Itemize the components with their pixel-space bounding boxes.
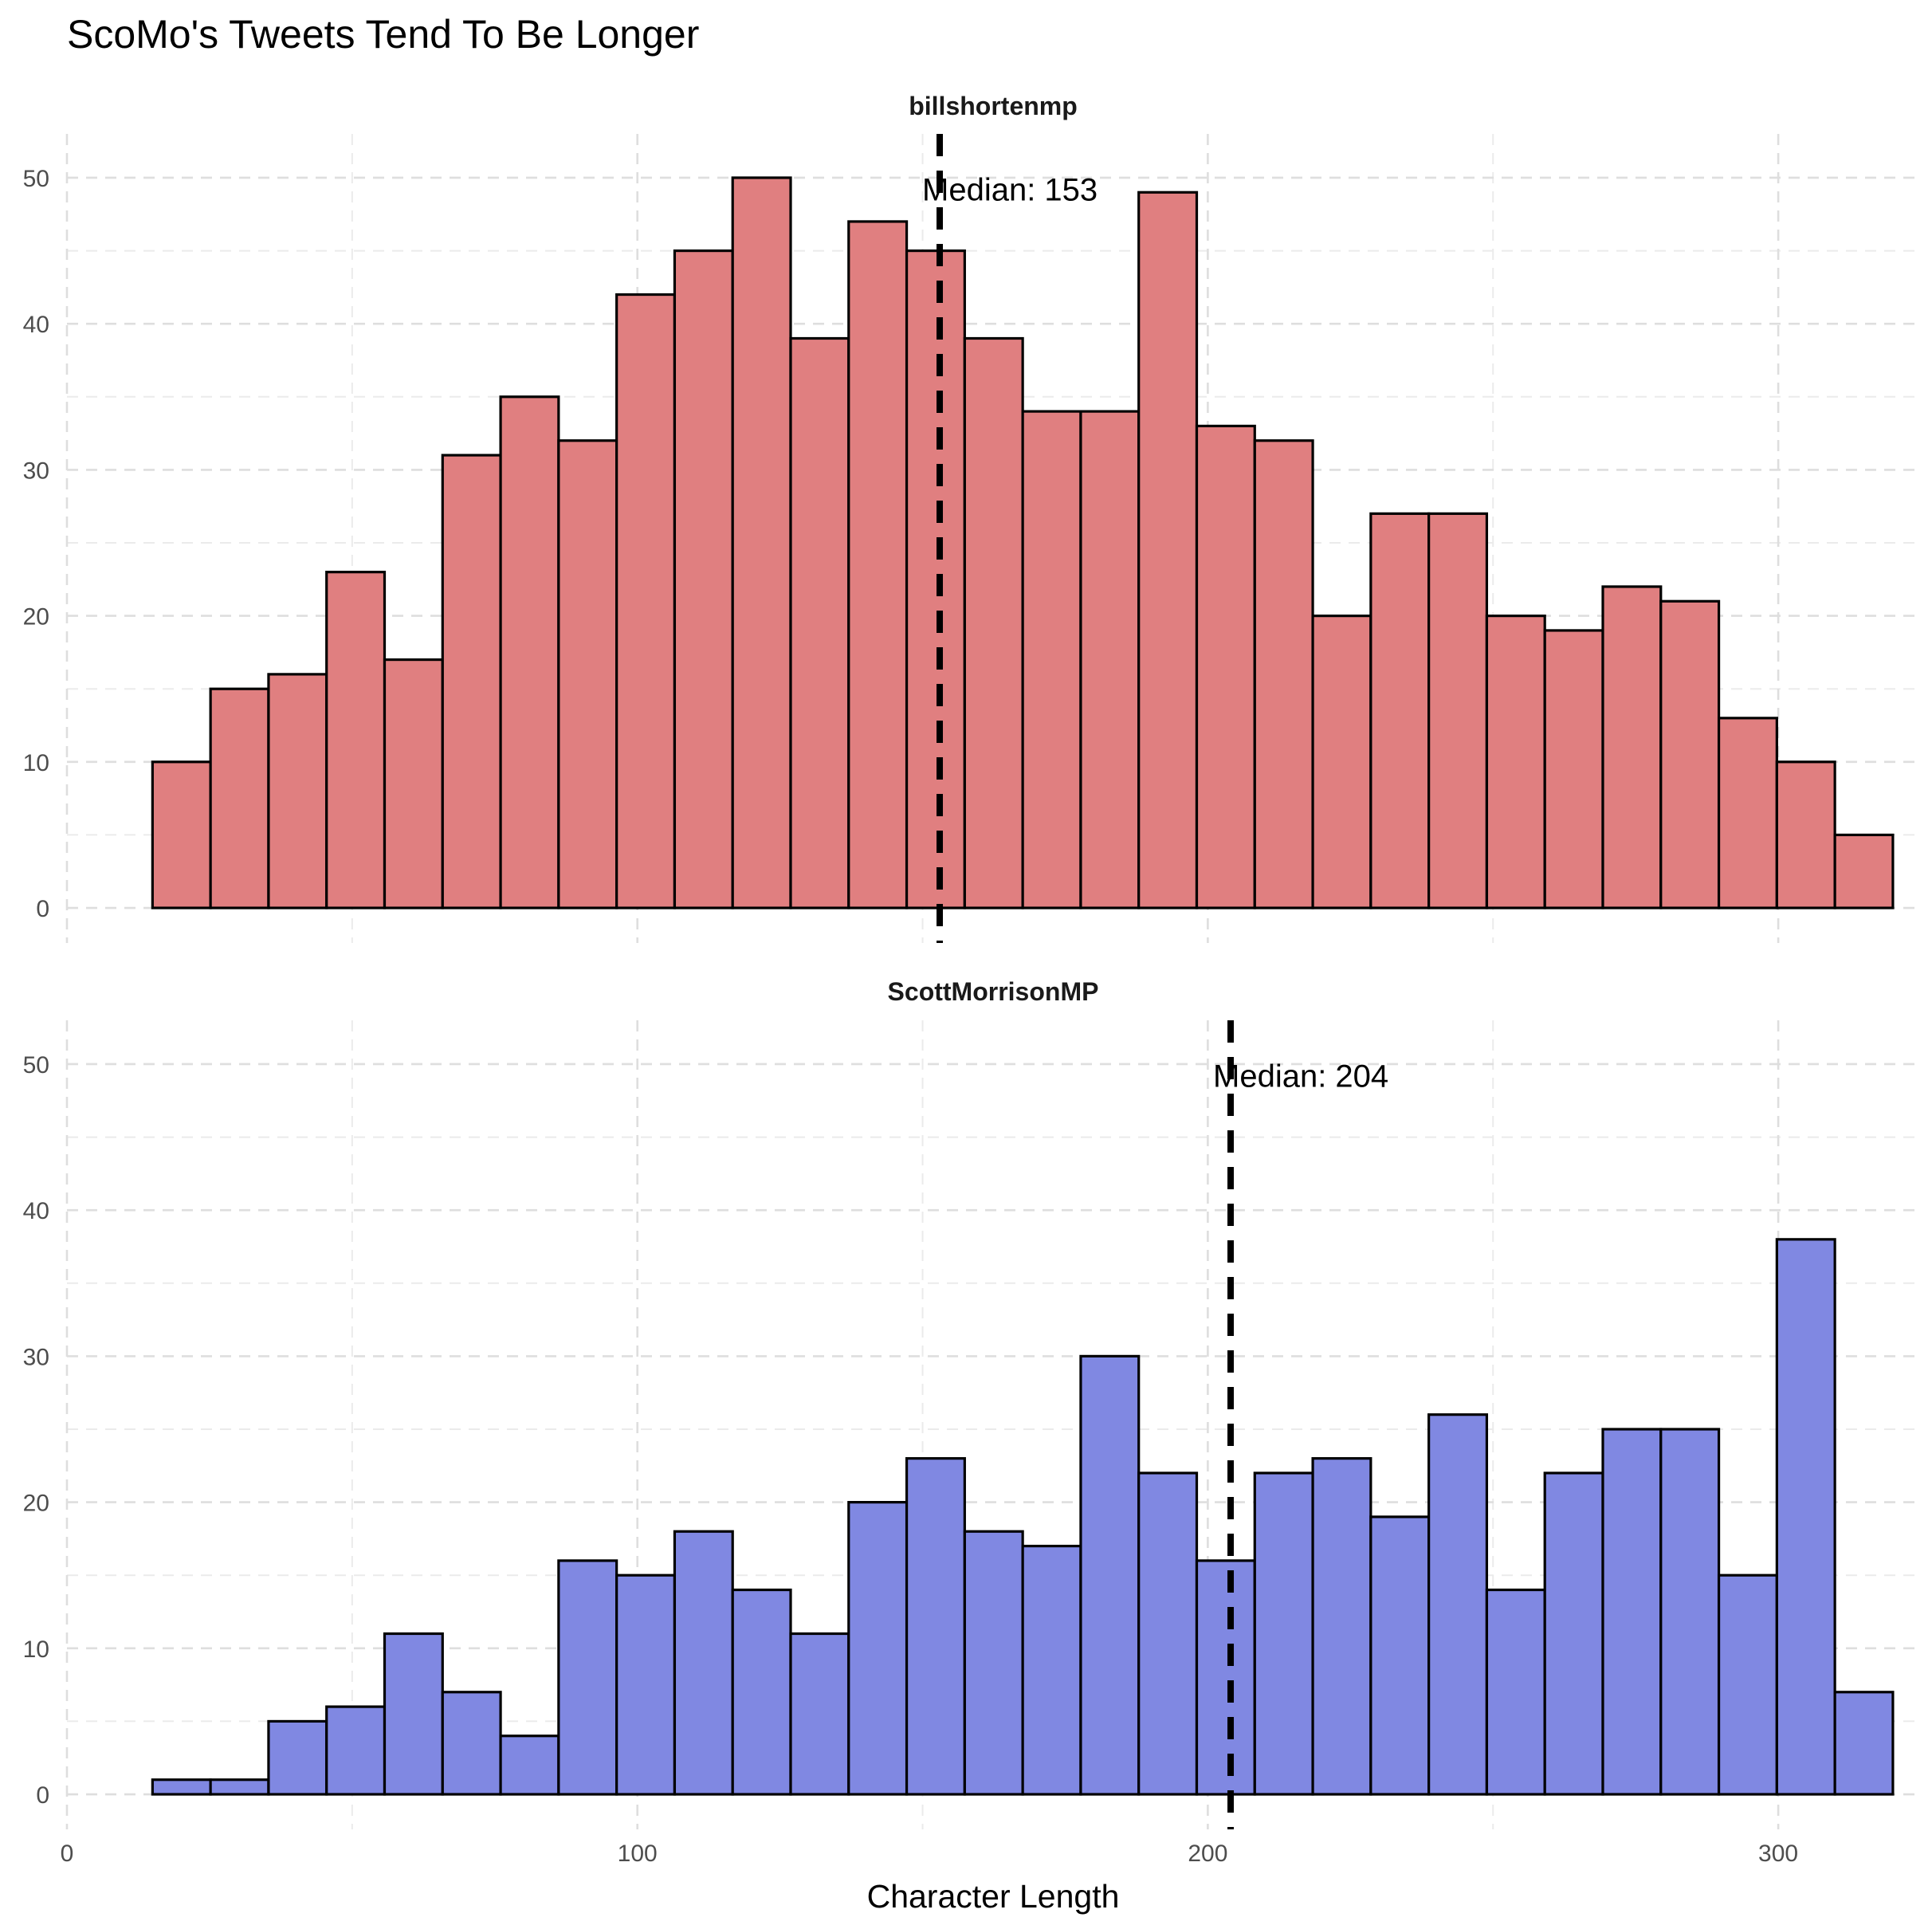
- x-tick-label: 200: [1188, 1841, 1227, 1867]
- histogram-bar: [1021, 410, 1082, 909]
- histogram-bar: [499, 1735, 560, 1796]
- histogram-bar: [905, 249, 966, 909]
- histogram-bar: [1775, 1238, 1836, 1796]
- y-tick-label: 50: [23, 1052, 49, 1078]
- histogram-bars: [151, 176, 1895, 909]
- histogram-bar: [1717, 717, 1778, 909]
- histogram-bar: [1195, 1559, 1256, 1796]
- histogram-bar: [151, 1778, 212, 1796]
- histogram-bar: [963, 336, 1024, 909]
- panel-strip-label: ScottMorrisonMP: [888, 977, 1099, 1006]
- histogram-bar: [1311, 615, 1372, 909]
- histogram-bar: [1485, 1588, 1546, 1796]
- chart-title: ScoMo's Tweets Tend To Be Longer: [67, 12, 699, 57]
- histogram-bar: [1485, 615, 1546, 909]
- histogram-bar: [1427, 512, 1489, 909]
- y-tick-label: 0: [36, 896, 49, 922]
- histogram-bar: [673, 249, 734, 909]
- histogram-bar: [209, 687, 270, 909]
- histogram-bar: [731, 1588, 792, 1796]
- histogram-bar: [1079, 1354, 1141, 1796]
- histogram-bar: [325, 1705, 387, 1796]
- histogram-bar: [847, 1501, 909, 1796]
- histogram-bar: [1659, 1428, 1721, 1796]
- y-tick-label: 10: [23, 750, 49, 776]
- histogram-bar: [1137, 191, 1199, 909]
- histogram-bar: [1543, 629, 1604, 909]
- histogram-bar: [1311, 1457, 1372, 1796]
- histogram-bar: [1079, 410, 1141, 909]
- y-tick-label: 30: [23, 458, 49, 484]
- histogram-bar: [847, 220, 909, 909]
- histogram-bar: [383, 1632, 444, 1796]
- x-axis-ticks: 0 100 200 300: [61, 1841, 1798, 1867]
- histogram-bar: [1195, 424, 1256, 909]
- histogram-bar: [325, 571, 387, 909]
- histogram-bars: [151, 1238, 1895, 1796]
- y-tick-label: 10: [23, 1636, 49, 1663]
- histogram-bar: [789, 1632, 850, 1796]
- histogram-bar: [673, 1530, 734, 1796]
- histogram-bar: [1601, 585, 1663, 909]
- panel-billshortenmp: billshortenmp Median: 153 0 10 20 30 40 50: [23, 92, 1921, 943]
- histogram-bar: [1659, 599, 1721, 909]
- y-tick-label: 40: [23, 312, 49, 338]
- histogram-bar: [905, 1457, 966, 1796]
- histogram-bar: [441, 454, 502, 909]
- histogram-bar: [731, 176, 792, 909]
- y-tick-label: 20: [23, 604, 49, 631]
- histogram-bar: [267, 1719, 328, 1796]
- x-tick-label: 100: [618, 1841, 658, 1867]
- median-annotation: Median: 153: [922, 173, 1098, 208]
- histogram-bar: [267, 673, 328, 909]
- y-tick-label: 0: [36, 1782, 49, 1809]
- histogram-bar: [499, 395, 560, 909]
- histogram-bar: [383, 658, 444, 909]
- x-tick-label: 0: [61, 1841, 74, 1867]
- histogram-bar: [615, 293, 677, 909]
- histogram-bar: [1775, 760, 1836, 909]
- histogram-bar: [1601, 1428, 1663, 1796]
- y-tick-label: 20: [23, 1491, 49, 1517]
- histogram-bar: [963, 1530, 1024, 1796]
- histogram-bar: [209, 1778, 270, 1796]
- histogram-bar: [557, 1559, 618, 1796]
- y-tick-label: 50: [23, 166, 49, 192]
- histogram-bar: [1427, 1413, 1489, 1796]
- histogram-bar: [1137, 1471, 1199, 1796]
- histogram-bar: [1253, 439, 1314, 909]
- histogram-bar: [1833, 1691, 1895, 1796]
- median-annotation: Median: 204: [1213, 1059, 1388, 1094]
- histogram-bar: [557, 439, 618, 909]
- y-tick-label: 30: [23, 1344, 49, 1370]
- histogram-bar: [1369, 1515, 1431, 1796]
- y-tick-label: 40: [23, 1198, 49, 1224]
- histogram-bar: [615, 1573, 677, 1796]
- histogram-bar: [1369, 512, 1431, 909]
- x-axis-label: Character Length: [867, 1878, 1120, 1915]
- panel-scottmorrisonmp: ScottMorrisonMP Median: 204 0 10 20 30 40 50: [23, 977, 1921, 1829]
- histogram-bar: [1543, 1471, 1604, 1796]
- histogram-bar: [151, 760, 212, 909]
- histogram-bar: [441, 1691, 502, 1796]
- histogram-bar: [789, 336, 850, 909]
- histogram-bar: [1021, 1544, 1082, 1796]
- x-tick-label: 300: [1758, 1841, 1798, 1867]
- histogram-bar: [1253, 1471, 1314, 1796]
- panel-strip-label: billshortenmp: [909, 92, 1078, 120]
- histogram-bar: [1833, 833, 1895, 909]
- histogram-bar: [1717, 1573, 1778, 1796]
